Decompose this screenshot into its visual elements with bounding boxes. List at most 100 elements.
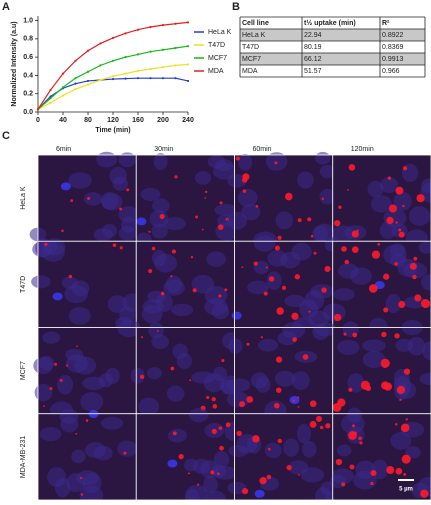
red-puncta: [370, 469, 377, 477]
nucleus: [138, 397, 160, 416]
table-cell: 51.57: [304, 68, 322, 75]
series-line: [37, 77, 189, 110]
scale-bar-label: 5 µm: [399, 487, 413, 493]
red-puncta: [211, 397, 216, 402]
table-header: t½ uptake (min): [304, 19, 356, 27]
red-puncta: [252, 435, 260, 443]
red-puncta: [402, 166, 408, 171]
red-puncta: [416, 194, 425, 203]
red-puncta: [54, 362, 58, 366]
nucleus-bright: [167, 459, 178, 468]
nucleus: [39, 427, 62, 442]
nucleus: [264, 442, 282, 459]
data-point: [161, 66, 165, 69]
red-puncta: [241, 266, 244, 269]
red-puncta: [80, 493, 84, 496]
nucleus: [253, 235, 276, 252]
red-puncta: [119, 246, 123, 250]
nucleus: [238, 188, 258, 207]
red-puncta: [259, 476, 267, 485]
red-puncta: [403, 368, 411, 375]
micrograph: [331, 154, 431, 247]
red-puncta: [348, 164, 356, 171]
row-label: MDA-MB-231: [20, 436, 27, 479]
red-puncta: [274, 161, 278, 165]
data-point: [161, 48, 165, 51]
red-puncta: [400, 423, 410, 433]
red-puncta: [325, 423, 331, 429]
nucleus: [291, 371, 310, 391]
nucleus: [389, 243, 406, 257]
nucleus: [333, 288, 355, 301]
data-point: [36, 108, 40, 111]
micrograph: [226, 151, 336, 249]
data-point: [61, 86, 65, 89]
red-puncta: [381, 331, 387, 338]
red-puncta: [380, 358, 390, 368]
red-puncta: [219, 201, 223, 205]
nucleus: [71, 280, 90, 297]
data-point: [61, 94, 65, 97]
red-puncta: [352, 424, 355, 428]
nucleus: [421, 178, 431, 194]
nucleus: [155, 293, 173, 313]
red-puncta: [170, 275, 173, 278]
red-puncta: [246, 342, 250, 346]
data-point: [86, 49, 90, 52]
data-point: [74, 77, 77, 80]
red-puncta: [212, 404, 218, 409]
red-puncta: [189, 379, 192, 382]
red-puncta: [126, 188, 130, 192]
red-puncta: [255, 205, 259, 208]
nucleus: [168, 428, 187, 443]
red-puncta: [383, 273, 390, 280]
red-puncta: [174, 175, 178, 179]
red-puncta: [140, 336, 143, 339]
red-puncta: [44, 242, 48, 247]
red-puncta: [277, 235, 282, 240]
red-puncta: [281, 285, 287, 290]
red-puncta: [359, 441, 363, 445]
red-puncta: [274, 245, 280, 251]
nucleus: [379, 221, 397, 240]
nucleus: [57, 374, 74, 395]
nucleus: [362, 351, 386, 369]
data-point: [111, 75, 115, 78]
data-point: [86, 79, 90, 83]
red-puncta: [285, 192, 293, 201]
nucleus: [165, 275, 183, 294]
red-puncta: [344, 259, 350, 265]
nucleus: [140, 187, 161, 201]
x-axis-label: Time (min): [95, 127, 130, 134]
red-puncta: [277, 438, 283, 444]
red-puncta: [360, 380, 370, 390]
column-label: 30min: [154, 146, 173, 153]
red-puncta: [341, 482, 346, 487]
nucleus: [151, 249, 167, 267]
red-puncta: [337, 398, 346, 407]
y-tick-label: 0.0: [23, 109, 33, 116]
nucleus: [151, 223, 168, 239]
nucleus: [112, 176, 129, 191]
red-puncta: [321, 287, 327, 293]
micrograph: [135, 240, 235, 328]
nucleus-bright: [60, 182, 71, 191]
nucleus: [141, 304, 163, 324]
nucleus: [42, 331, 61, 344]
red-puncta: [412, 274, 417, 280]
nucleus: [355, 460, 376, 480]
red-puncta: [310, 234, 314, 238]
nucleus: [315, 151, 331, 165]
red-puncta: [420, 299, 431, 309]
y-tick-label: 0.4: [23, 72, 33, 79]
red-puncta: [298, 474, 300, 476]
red-puncta: [370, 481, 374, 486]
nucleus: [393, 191, 412, 211]
nucleus: [228, 444, 249, 457]
red-puncta: [343, 332, 347, 336]
red-puncta: [309, 400, 317, 408]
red-puncta: [195, 215, 199, 219]
red-puncta: [396, 385, 406, 394]
nucleus-bright: [52, 292, 63, 301]
data-point: [49, 101, 52, 104]
